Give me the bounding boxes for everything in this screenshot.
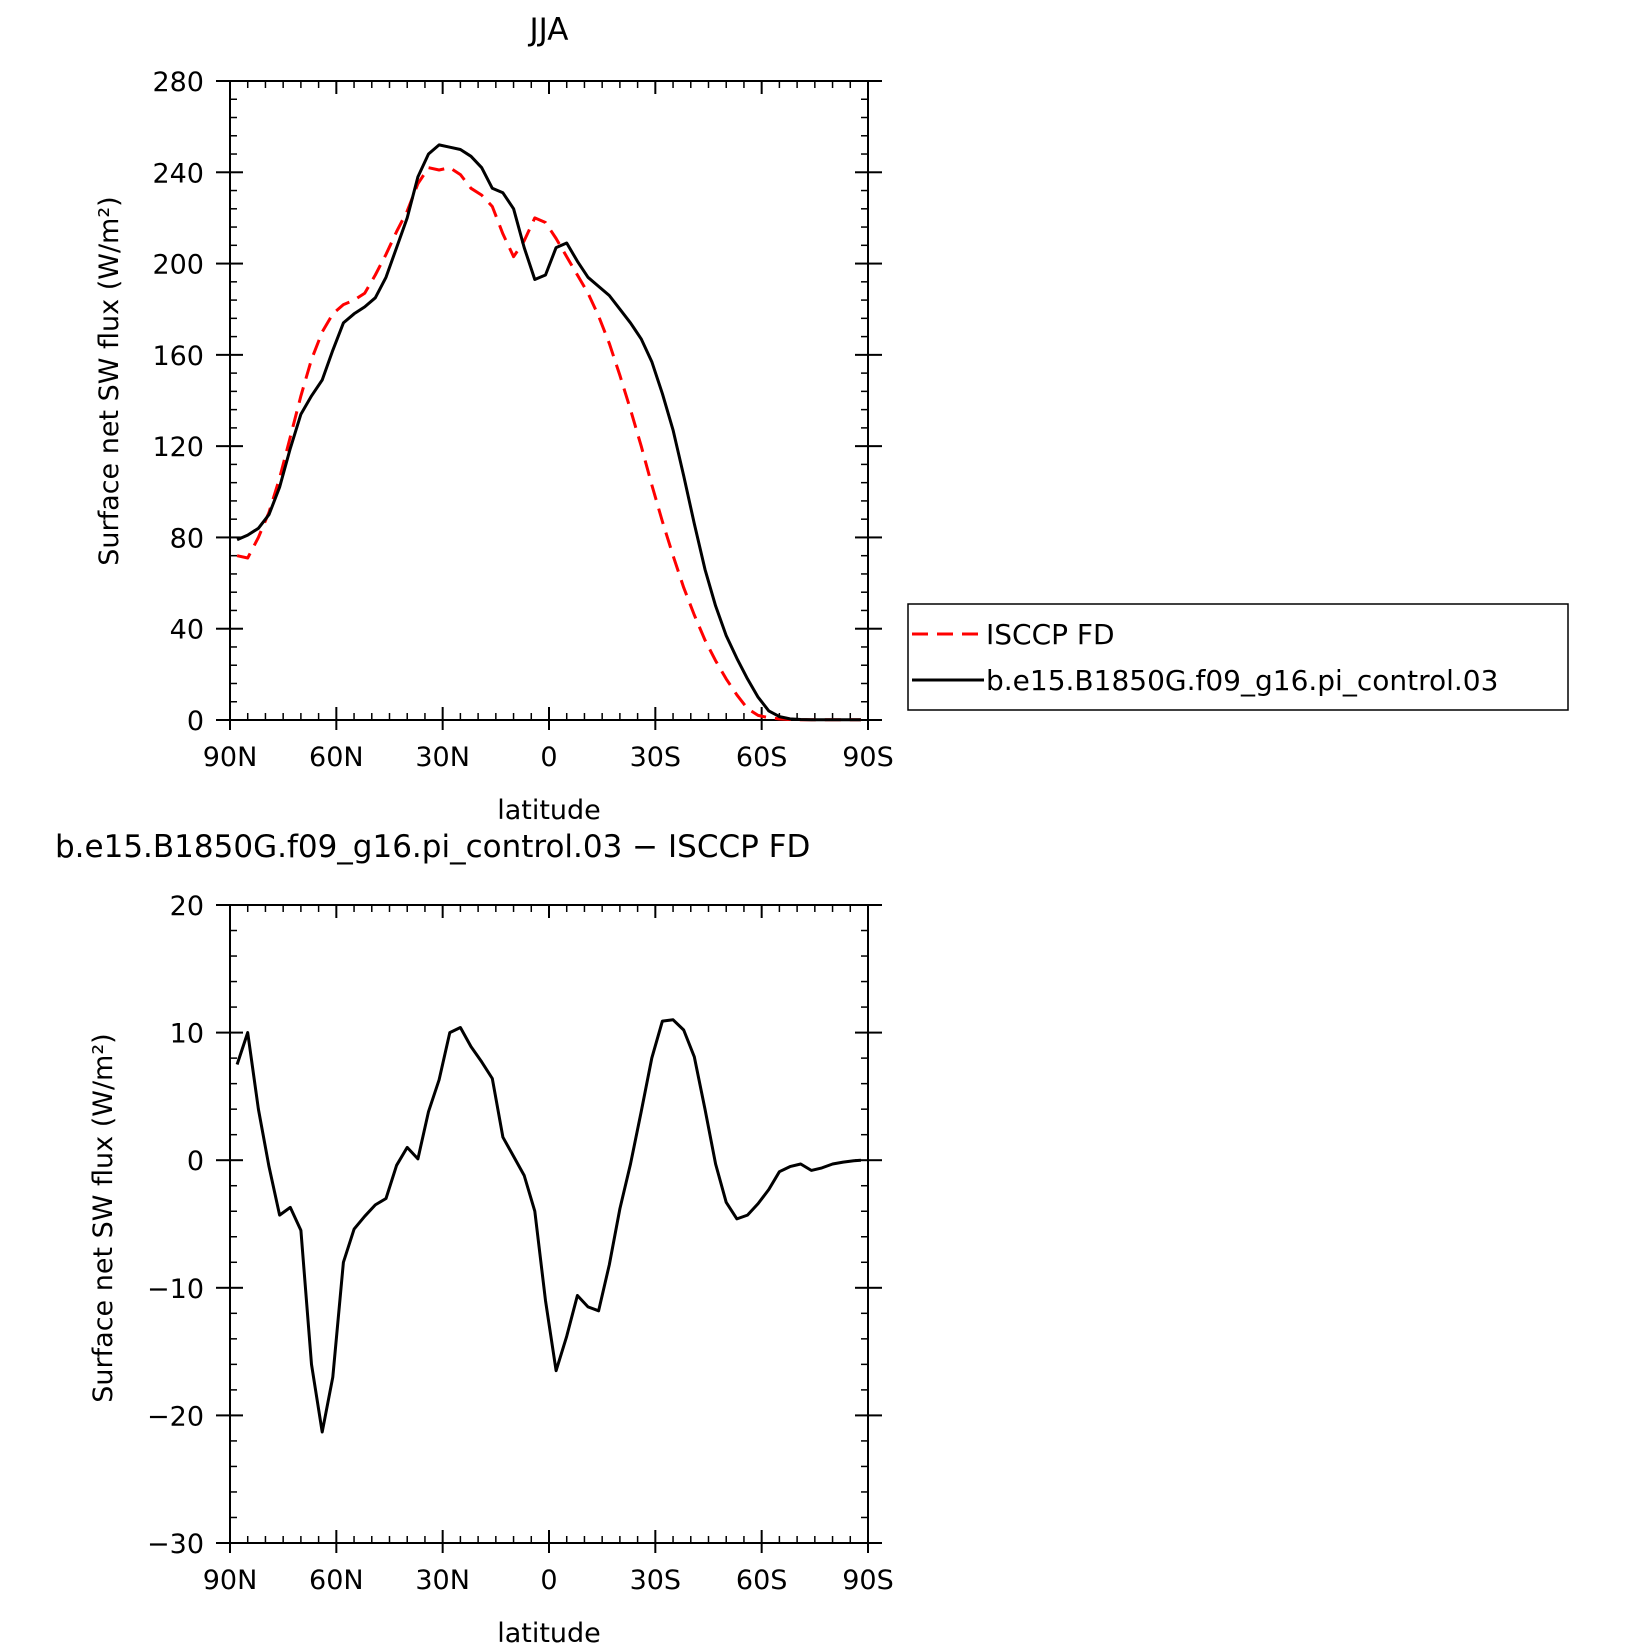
top-x-tick-label: 0 [540,742,557,773]
top-y-tick-label: 160 [152,341,204,372]
top-chart-title: JJA [528,12,569,48]
top-x-tick-label: 60S [736,742,788,773]
top-axes: 90N 60N 30N 0 30S 60S 90S 0 40 80 120 160 200 240 280 [152,67,893,773]
top-y-tick-label: 40 [170,615,204,646]
legend-box [907,603,1569,711]
top-plot-frame [229,80,869,721]
bottom-panel: b.e15.B1850G.f09_g16.pi_control.03 − ISC… [55,829,894,1649]
top-y-tick-label: 80 [170,523,204,554]
bottom-y-axis-label: Surface net SW flux (W/m²) [88,1033,119,1402]
bottom-series-line-0 [235,1018,862,1434]
top-panel: JJA Surface net SW flux (W/m²) latitude … [94,12,894,826]
top-x-tick-label: 90N [203,742,258,773]
bottom-y-tick-label: 20 [170,891,204,922]
legend-label-isccp: ISCCP FD [986,618,1115,651]
top-x-tick-label: 90S [842,742,894,773]
top-y-tick-label: 200 [152,250,204,281]
top-y-tick-label: 0 [187,706,204,737]
bottom-x-tick-label: 30N [415,1565,470,1596]
bottom-y-tick-label: 0 [187,1146,204,1177]
bottom-y-tick-label: 10 [170,1019,204,1050]
bottom-plot-frame [229,904,869,1544]
top-x-tick-label: 60N [309,742,364,773]
top-y-tick-label: 240 [152,158,204,189]
top-y-axis-label: Surface net SW flux (W/m²) [94,196,125,565]
bottom-x-tick-label: 0 [540,1565,557,1596]
top-x-axis-label: latitude [497,795,601,826]
bottom-x-tick-label: 90N [203,1565,258,1596]
bottom-y-tick-label: −10 [147,1274,204,1305]
top-series-line-0 [236,166,861,722]
top-y-tick-label: 120 [152,432,204,463]
bottom-x-tick-label: 90S [842,1565,894,1596]
bottom-chart-title: b.e15.B1850G.f09_g16.pi_control.03 − ISC… [55,829,810,865]
bottom-axes: 90N 60N 30N 0 30S 60S 90S −30 −20 −10 0 10 20 [147,891,894,1596]
top-x-tick-label: 30N [415,742,470,773]
top-series-line-1 [236,143,861,722]
top-y-tick-label: 280 [152,67,204,98]
bottom-x-tick-label: 30S [630,1565,682,1596]
bottom-x-axis-label: latitude [497,1618,601,1649]
bottom-x-tick-label: 60S [736,1565,788,1596]
bottom-x-tick-label: 60N [309,1565,364,1596]
bottom-y-tick-label: −30 [147,1529,204,1560]
bottom-y-tick-label: −20 [147,1401,204,1432]
top-x-tick-label: 30S [630,742,682,773]
legend: ISCCP FD b.e15.B1850G.f09_g16.pi_control… [907,603,1569,711]
legend-label-model: b.e15.B1850G.f09_g16.pi_control.03 [986,664,1498,697]
